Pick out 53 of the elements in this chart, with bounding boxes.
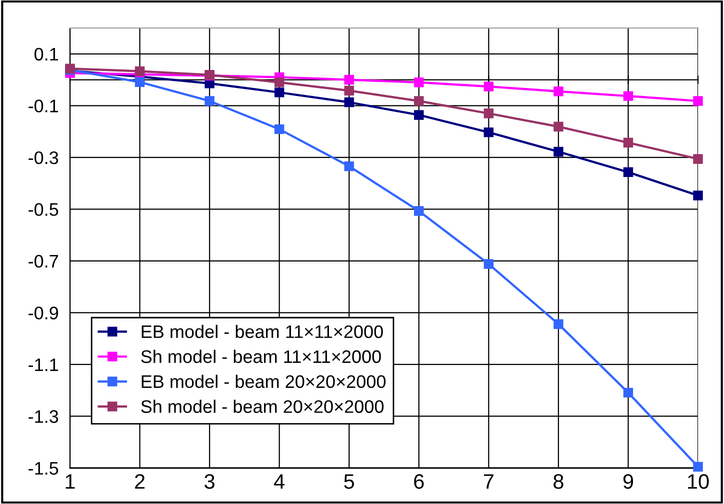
point [414,96,424,106]
point [344,97,354,108]
legend-label: Sh model - beam 11×11×2000 [141,350,381,364]
point [274,88,284,98]
point [693,154,703,164]
x-tick-label: 10 [688,474,709,489]
point [623,91,634,101]
y-tick-label: -1.5 [28,462,58,475]
point [693,190,703,200]
x-tick-label: 3 [204,474,214,489]
y-tick-label: -1.3 [28,410,58,423]
point [554,122,564,132]
y-tick-label: -0.9 [28,306,58,320]
point [484,259,494,269]
x-tick-label: 7 [484,474,494,489]
point [484,127,494,138]
point [414,77,424,88]
point [274,124,284,134]
point [204,96,214,106]
x-tick-label: 9 [623,474,634,489]
y-tick-label: -0.7 [28,254,58,268]
point [623,167,634,178]
point [414,206,424,216]
point [623,138,634,148]
point [554,146,564,157]
point [344,161,354,172]
x-tick-label: 2 [135,474,145,489]
point [274,77,284,88]
y-tick-label: -0.5 [28,203,58,216]
point [484,108,494,118]
x-tick-label: 8 [554,474,564,489]
x-tick-label: 4 [274,474,285,489]
y-tick-label: 0.1 [34,48,58,61]
point [484,82,494,92]
x-tick-label: 5 [344,474,354,489]
point [693,96,703,106]
y-tick-label: -0.3 [28,151,58,164]
legend-label: EB model - beam 20×20×2000 [142,374,386,388]
x-tick-label: 1 [66,474,75,489]
point [554,86,564,96]
point [134,66,145,76]
y-tick-label: -1.1 [28,358,58,372]
point [344,86,354,96]
point [134,77,145,87]
x-tick-label: 6 [414,474,424,489]
legend-label: Sh model - beam 20×20×2000 [141,400,384,413]
y-tick-label: -0.1 [28,100,58,112]
point [554,319,564,329]
point [414,110,424,120]
point [693,462,703,472]
point [623,388,634,398]
legend-label: EB model - beam 11×11×2000 [142,324,383,338]
point [344,74,354,85]
